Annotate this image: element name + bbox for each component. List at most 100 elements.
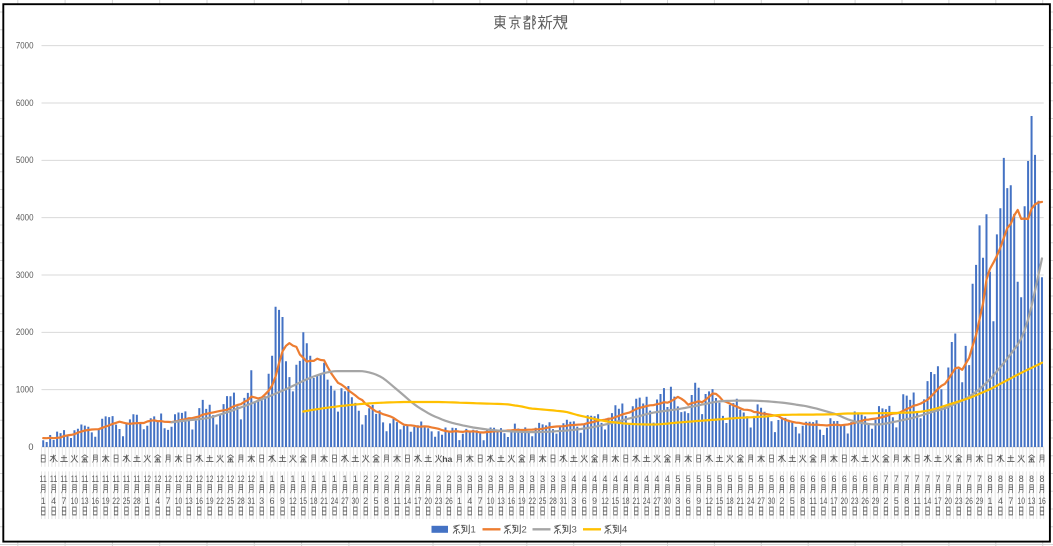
svg-text:5: 5 [675,474,680,484]
svg-text:29: 29 [976,496,984,506]
svg-text:3: 3 [457,474,462,484]
svg-text:28: 28 [549,496,557,506]
svg-text:16: 16 [508,496,516,506]
svg-text:31: 31 [560,496,568,506]
svg-text:3: 3 [551,474,556,484]
svg-text:24: 24 [331,496,339,506]
svg-text:9: 9 [592,496,597,506]
svg-text:11: 11 [123,474,130,484]
svg-text:20: 20 [424,496,432,506]
svg-text:2: 2 [415,474,420,484]
svg-text:8: 8 [998,474,1003,484]
svg-text:3: 3 [467,474,472,484]
svg-text:1: 1 [322,474,327,484]
svg-text:11: 11 [40,474,47,484]
svg-text:12: 12 [206,474,213,484]
svg-text:5: 5 [707,474,712,484]
svg-text:3: 3 [561,474,566,484]
svg-text:26: 26 [445,496,453,506]
svg-text:24: 24 [747,496,755,506]
svg-text:22: 22 [112,496,120,506]
svg-text:28: 28 [237,496,245,506]
svg-text:12: 12 [248,474,255,484]
svg-text:1: 1 [290,474,295,484]
svg-text:8: 8 [1029,474,1034,484]
svg-text:1: 1 [311,474,316,484]
svg-text:24: 24 [643,496,651,506]
svg-text:11: 11 [92,474,99,484]
svg-text:6: 6 [686,496,691,506]
svg-text:20: 20 [945,496,953,506]
svg-text:5: 5 [894,496,899,506]
svg-text:13: 13 [1028,496,1036,506]
svg-text:6000: 6000 [16,98,34,108]
svg-text:3: 3 [519,474,524,484]
svg-text:3: 3 [499,474,504,484]
svg-text:3000: 3000 [16,270,34,280]
svg-text:6: 6 [790,474,795,484]
svg-text:7: 7 [894,474,899,484]
svg-text:30: 30 [664,496,672,506]
svg-text:14: 14 [820,496,828,506]
svg-text:7000: 7000 [16,41,34,51]
svg-text:1000: 1000 [16,385,34,395]
svg-text:4: 4 [634,474,639,484]
svg-text:ha: ha [442,454,452,464]
svg-text:23: 23 [851,496,859,506]
svg-text:2: 2 [522,525,527,536]
svg-text:4: 4 [623,474,628,484]
svg-text:3: 3 [509,474,514,484]
svg-text:1: 1 [259,474,264,484]
svg-text:10: 10 [175,496,183,506]
svg-text:4: 4 [51,496,56,506]
svg-text:2: 2 [405,474,410,484]
svg-text:5: 5 [686,474,691,484]
svg-text:2: 2 [363,496,368,506]
svg-text:22: 22 [216,496,224,506]
svg-text:5: 5 [727,474,732,484]
svg-text:3: 3 [530,474,535,484]
svg-text:4: 4 [613,474,618,484]
svg-text:26: 26 [965,496,973,506]
svg-text:6: 6 [863,474,868,484]
svg-text:19: 19 [206,496,214,506]
svg-text:12: 12 [237,474,244,484]
svg-text:7: 7 [883,474,888,484]
svg-text:30: 30 [768,496,776,506]
svg-text:30: 30 [352,496,360,506]
svg-text:2: 2 [779,496,784,506]
svg-text:21: 21 [632,496,640,506]
svg-text:6: 6 [831,474,836,484]
svg-text:5: 5 [748,474,753,484]
svg-text:15: 15 [716,496,724,506]
svg-text:26: 26 [861,496,869,506]
svg-text:4: 4 [582,474,587,484]
svg-text:5: 5 [759,474,764,484]
svg-text:5: 5 [696,474,701,484]
svg-text:12: 12 [196,474,203,484]
svg-text:4: 4 [644,474,649,484]
svg-text:16: 16 [196,496,204,506]
svg-text:8: 8 [1019,474,1024,484]
svg-text:7: 7 [915,474,920,484]
svg-text:1: 1 [332,474,337,484]
svg-text:7: 7 [166,496,171,506]
svg-text:12: 12 [164,474,171,484]
svg-text:5: 5 [769,474,774,484]
svg-text:7: 7 [935,474,940,484]
svg-text:21: 21 [737,496,745,506]
svg-text:11: 11 [913,496,921,506]
svg-text:2: 2 [395,474,400,484]
svg-text:12: 12 [227,474,234,484]
svg-text:3: 3 [571,496,576,506]
svg-text:6: 6 [821,474,826,484]
svg-text:1: 1 [353,474,358,484]
svg-text:17: 17 [934,496,942,506]
svg-text:7: 7 [946,474,951,484]
svg-text:6: 6 [270,496,275,506]
svg-text:1: 1 [41,496,46,506]
svg-text:5: 5 [717,474,722,484]
svg-text:1: 1 [457,496,462,506]
svg-text:0: 0 [28,442,33,452]
svg-text:6: 6 [852,474,857,484]
